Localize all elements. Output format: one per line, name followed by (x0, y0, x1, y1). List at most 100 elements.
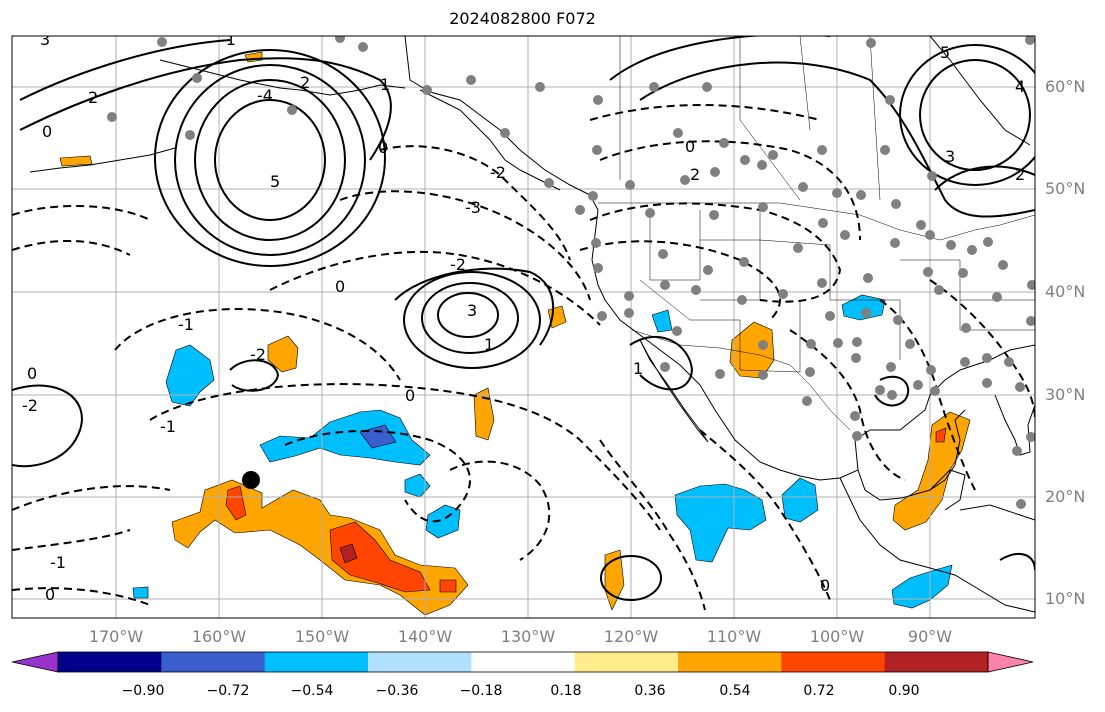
contour-label: -3 (465, 198, 481, 217)
colorbar-tick-label: 0.36 (634, 683, 666, 699)
contour-label: -2 (22, 396, 38, 415)
contour-label: -1 (178, 315, 194, 334)
lat-label: 50°N (1045, 179, 1086, 198)
colorbar-tick-label: −0.72 (206, 683, 250, 699)
lon-label: 140°W (397, 627, 453, 646)
geopotential-contours (12, 36, 1035, 601)
contour-label: 0 (820, 576, 830, 595)
lat-label: 20°N (1045, 487, 1086, 506)
negative-anomaly-region (132, 586, 149, 599)
north-america-coastline (404, 36, 1035, 481)
contour-label: 0 (27, 364, 37, 383)
contour-label: -2 (450, 255, 466, 274)
lon-label: 130°W (500, 627, 556, 646)
contour-label: 2 (1015, 165, 1025, 184)
colorbar-extend-high (987, 651, 1034, 673)
canada-provinces (619, 36, 881, 201)
coastlines (29, 36, 1035, 613)
lon-label: 160°W (191, 627, 247, 646)
cuba-coast (959, 504, 1035, 521)
colorbar-segment (884, 652, 989, 672)
contour-label: 0 (45, 585, 55, 604)
contour-label: 2 (300, 73, 310, 92)
focus-point-marker (242, 471, 260, 489)
colorbar-tick-label: 0.72 (803, 683, 835, 699)
colorbar-extend-low (11, 651, 59, 673)
contour-labels: 3 -120-41250-2-3-20-131-20-10-2025432-101… (22, 30, 1025, 604)
lat-label: 60°N (1045, 77, 1086, 96)
central-america-coast (839, 477, 1035, 613)
negative-anomaly-region (651, 309, 673, 333)
colorbar-tick-label: −0.54 (290, 683, 334, 699)
lat-label: 10°N (1045, 589, 1086, 608)
contour-label: 2 (88, 88, 98, 107)
colorbar-segment (264, 652, 369, 672)
contour-label: 0 (378, 138, 388, 157)
colorbar-segment (368, 652, 472, 672)
colorbar-segment (58, 652, 162, 672)
contour-label: 3 (945, 147, 955, 166)
gulf-coast (857, 409, 966, 501)
negative-anomaly-region (165, 344, 215, 407)
us-canada-border (598, 202, 1035, 241)
negative-anomaly-region (891, 564, 953, 609)
graticule (12, 36, 1035, 618)
positive-anomaly-region (267, 335, 299, 373)
map-title: 2024082800 F072 (449, 9, 596, 28)
contour-label: 3 (467, 301, 477, 320)
colorbar-segment (161, 652, 266, 672)
political-borders (598, 36, 1035, 431)
station-markers (107, 36, 1035, 509)
contour-label: 1 (633, 359, 643, 378)
contour-label: 1 (484, 335, 494, 354)
negative-contours (12, 104, 1035, 611)
contour-label: 3 (40, 30, 50, 49)
positive-anomaly-region (729, 321, 775, 379)
colorbar-tick-label: −0.90 (121, 683, 165, 699)
state-borders (639, 210, 1035, 373)
colorbar-tick-label: 0.54 (719, 683, 751, 699)
strong-positive-anomaly-region (329, 521, 431, 593)
contour-label: 1 (380, 75, 390, 94)
negative-anomaly-region (674, 483, 767, 563)
map-frame (11, 35, 1036, 619)
colorbar-tick-label: 0.90 (888, 683, 920, 699)
positive-anomaly-region (59, 155, 93, 167)
lon-label: 90°W (907, 627, 953, 646)
contour-label: -1 (160, 417, 176, 436)
baja-peninsula-coastline (639, 339, 709, 443)
contour-label: 4 (1015, 77, 1025, 96)
colorbar-tick-label: 0.18 (550, 683, 582, 699)
contour-label: 5 (270, 172, 280, 191)
colorbar-frame (57, 651, 989, 673)
alaska-coast (159, 59, 406, 96)
strong-positive-anomaly-region (225, 485, 247, 521)
colorbar-tick-label: −0.18 (459, 683, 503, 699)
contour-label: -2 (250, 345, 266, 364)
contour-label: -1 (220, 30, 236, 49)
negative-anomaly-region (841, 294, 886, 321)
colorbar-segment (574, 652, 679, 672)
negative-anomaly-region (425, 504, 461, 539)
lon-label: 100°W (809, 627, 865, 646)
contour-label: 0 (685, 137, 695, 156)
lon-label: 150°W (294, 627, 350, 646)
contour-label: -2 (490, 163, 506, 182)
lat-label: 30°N (1045, 385, 1086, 404)
colorbar-segment (471, 652, 576, 672)
anomaly-shading (59, 51, 971, 616)
contour-label: 0 (335, 277, 345, 296)
contour-label: 2 (690, 165, 700, 184)
negative-anomaly-region (259, 409, 431, 466)
positive-anomaly-region (892, 411, 971, 531)
contour-label: 0 (42, 122, 52, 141)
colorbar-segment (678, 652, 782, 672)
strong-positive-anomaly-region (439, 579, 457, 593)
strong-positive-anomaly-region (935, 427, 947, 443)
lat-label: 40°N (1045, 282, 1086, 301)
very-strong-anomaly-region (339, 543, 358, 564)
positive-anomaly-region (473, 387, 495, 441)
colorbar-tick-label: −0.36 (375, 683, 419, 699)
contour-label: -4 (257, 86, 273, 105)
